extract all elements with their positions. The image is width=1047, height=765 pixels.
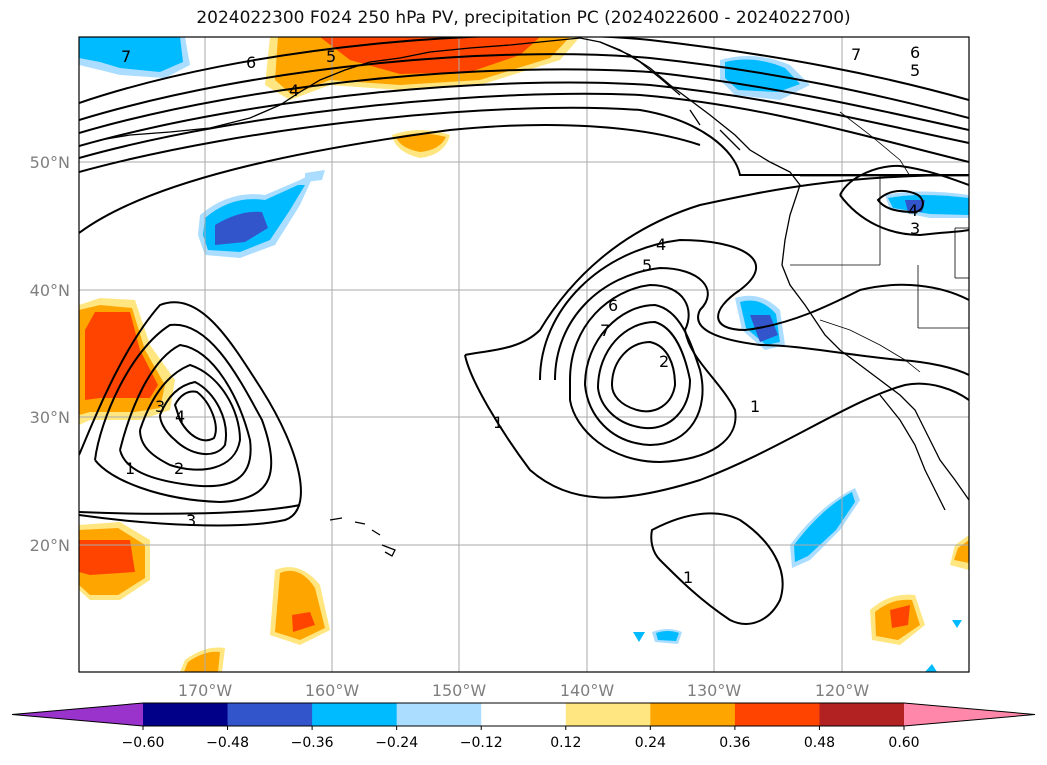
colorbar-segment	[227, 703, 313, 726]
contour-label: 3	[186, 511, 196, 530]
map-frame	[78, 36, 970, 673]
colorbar-segment	[143, 703, 229, 726]
colorbar-extend-high	[904, 703, 1035, 726]
colorbar-tick-label: 0.36	[719, 735, 750, 751]
colorbar-segment	[565, 703, 651, 726]
colorbar-segment	[650, 703, 736, 726]
contour-label: 7	[851, 45, 861, 64]
colorbar-tick-label: −0.60	[122, 735, 165, 751]
colorbar-tick-label: 0.12	[550, 735, 581, 751]
contour-label: 5	[910, 61, 920, 80]
contour-label: 1	[750, 397, 760, 416]
contour-label: 3	[910, 219, 920, 238]
contour-label: 2	[659, 352, 669, 371]
contour-label: 6	[910, 43, 920, 62]
contour-label: 7	[600, 321, 610, 340]
colorbar-segment	[312, 703, 398, 726]
contour-label: 4	[175, 407, 185, 426]
longitude-labels: 170°W 160°W 150°W 140°W 130°W 120°W	[178, 681, 870, 700]
lon-label: 120°W	[815, 681, 870, 700]
contour-label: 1	[493, 413, 503, 432]
lat-label: 50°N	[30, 153, 70, 172]
pv-contours	[79, 37, 969, 625]
colorbar-tick-label: −0.24	[375, 735, 418, 751]
colorbar-tick-label: 0.24	[635, 735, 666, 751]
contour-label: 7	[121, 47, 131, 66]
colorbar-segment	[481, 703, 567, 726]
precip-shading	[79, 37, 969, 672]
contour-label: 1	[125, 459, 135, 478]
contour-label: 6	[246, 53, 256, 72]
colorbar-tick-label: 0.60	[888, 735, 919, 751]
colorbar: −0.60 −0.48 −0.36 −0.24 −0.12 0.12 0.24 0.36 0.4…	[11, 702, 1036, 751]
colorbar-tick-label: −0.12	[460, 735, 503, 751]
contour-labels: 7 6 5 4 7 6 5 3 4 4 3 2 1 3 4 5 6 7 2 1 …	[121, 43, 920, 587]
contour-label: 5	[642, 256, 652, 275]
map-title: 2024022300 F024 250 hPa PV, precipitatio…	[196, 8, 851, 28]
colorbar-segment	[734, 703, 820, 726]
lon-label: 130°W	[687, 681, 742, 700]
contour-label: 5	[326, 47, 336, 66]
lat-label: 20°N	[30, 536, 70, 555]
colorbar-segment	[396, 703, 482, 726]
colorbar-segment	[819, 703, 905, 726]
lon-label: 140°W	[560, 681, 615, 700]
graticule	[79, 37, 969, 672]
colorbar-extend-low	[12, 703, 143, 726]
borders	[790, 111, 969, 373]
lon-label: 170°W	[178, 681, 233, 700]
lon-label: 160°W	[305, 681, 360, 700]
contour-label: 1	[683, 568, 693, 587]
contour-label: 4	[656, 235, 666, 254]
contour-label: 2	[174, 459, 184, 478]
contour-label: 3	[155, 397, 165, 416]
colorbar-tick-label: 0.48	[804, 735, 835, 751]
colorbar-tick-label: −0.36	[291, 735, 334, 751]
lat-label: 30°N	[30, 408, 70, 427]
colorbar-tick-label: −0.48	[206, 735, 249, 751]
latitude-labels: 50°N 40°N 30°N 20°N	[30, 153, 70, 555]
contour-label: 4	[289, 81, 299, 100]
contour-label: 6	[608, 296, 618, 315]
contour-label: 4	[908, 201, 918, 220]
lon-label: 150°W	[432, 681, 487, 700]
lat-label: 40°N	[30, 281, 70, 300]
